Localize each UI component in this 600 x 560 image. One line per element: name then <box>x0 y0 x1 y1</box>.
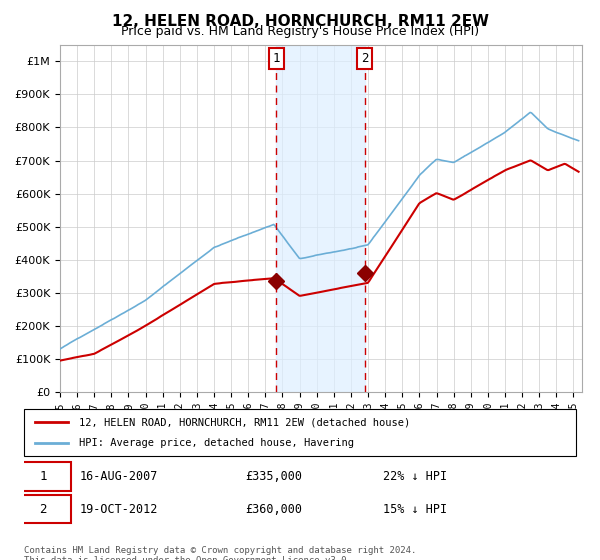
FancyBboxPatch shape <box>19 495 71 524</box>
Text: 16-AUG-2007: 16-AUG-2007 <box>79 470 158 483</box>
Text: 12, HELEN ROAD, HORNCHURCH, RM11 2EW: 12, HELEN ROAD, HORNCHURCH, RM11 2EW <box>112 14 488 29</box>
Text: 1: 1 <box>40 470 47 483</box>
FancyBboxPatch shape <box>24 409 576 456</box>
Bar <box>276 45 365 392</box>
Text: 2: 2 <box>40 503 47 516</box>
Text: 22% ↓ HPI: 22% ↓ HPI <box>383 470 447 483</box>
FancyBboxPatch shape <box>19 463 71 491</box>
Text: Contains HM Land Registry data © Crown copyright and database right 2024.
This d: Contains HM Land Registry data © Crown c… <box>24 546 416 560</box>
Text: 12, HELEN ROAD, HORNCHURCH, RM11 2EW (detached house): 12, HELEN ROAD, HORNCHURCH, RM11 2EW (de… <box>79 417 410 427</box>
Text: £335,000: £335,000 <box>245 470 302 483</box>
Text: Price paid vs. HM Land Registry's House Price Index (HPI): Price paid vs. HM Land Registry's House … <box>121 25 479 38</box>
Text: HPI: Average price, detached house, Havering: HPI: Average price, detached house, Have… <box>79 438 354 448</box>
Text: 15% ↓ HPI: 15% ↓ HPI <box>383 503 447 516</box>
Text: 1: 1 <box>272 52 280 65</box>
Text: 2: 2 <box>361 52 368 65</box>
Text: £360,000: £360,000 <box>245 503 302 516</box>
Text: 19-OCT-2012: 19-OCT-2012 <box>79 503 158 516</box>
